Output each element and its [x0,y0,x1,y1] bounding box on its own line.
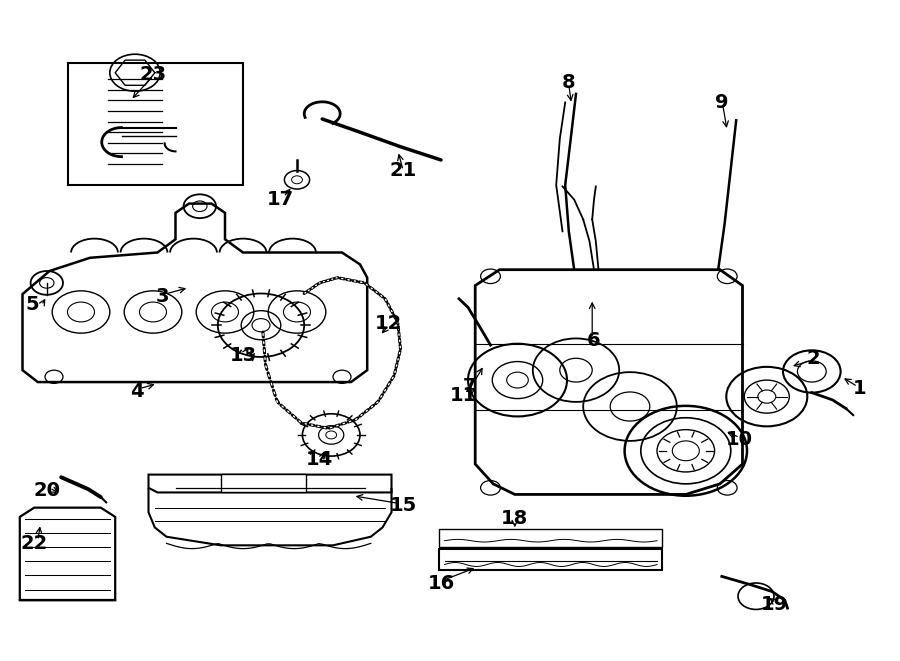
Text: 8: 8 [562,73,576,92]
Text: 22: 22 [21,534,48,553]
Text: 10: 10 [726,430,753,449]
Bar [439,529,662,547]
Bar [439,549,662,570]
Text: 18: 18 [501,510,528,528]
Text: 9: 9 [716,93,729,112]
Text: 4: 4 [130,382,144,401]
Text: 2: 2 [806,349,821,368]
Text: 11: 11 [450,386,477,405]
Text: 23: 23 [140,65,166,83]
Text: 16: 16 [428,574,454,592]
Text: 6: 6 [587,331,601,350]
Text: 12: 12 [375,315,402,333]
Bar [220,474,306,492]
Bar [68,63,243,185]
Text: 19: 19 [760,596,788,614]
Text: 5: 5 [25,295,40,313]
Text: 17: 17 [267,190,294,209]
Text: 1: 1 [852,379,867,398]
Text: 14: 14 [306,450,333,469]
Text: 21: 21 [390,161,417,180]
Text: 3: 3 [155,287,169,305]
Text: 13: 13 [230,346,256,365]
Text: 20: 20 [33,481,60,500]
Text: 15: 15 [390,496,417,515]
Text: 7: 7 [463,377,477,396]
